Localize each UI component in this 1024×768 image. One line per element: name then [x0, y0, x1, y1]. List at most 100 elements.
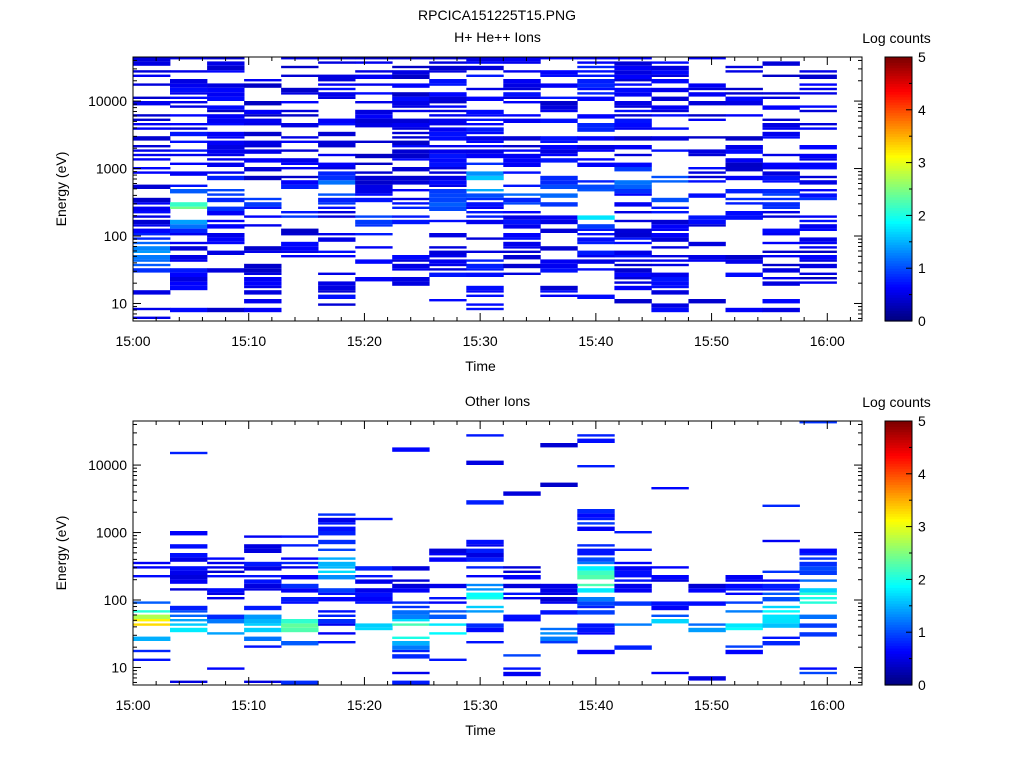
- heatmap-cell: [725, 583, 763, 589]
- heatmap-cell: [281, 57, 319, 60]
- heatmap-cell: [429, 79, 467, 84]
- heatmap-cell: [281, 641, 319, 646]
- heatmap-cell: [355, 588, 393, 593]
- heatmap-cell: [688, 193, 726, 198]
- heatmap-cell: [688, 118, 726, 121]
- heatmap-cell: [614, 87, 652, 93]
- heatmap-cell: [318, 87, 356, 91]
- heatmap-cell: [762, 127, 800, 130]
- heatmap-cell: [207, 667, 245, 670]
- heatmap-cell: [688, 149, 726, 154]
- heatmap-cell: [318, 619, 356, 624]
- heatmap-cell: [651, 619, 689, 624]
- heatmap-cell: [429, 553, 467, 556]
- heatmap-cell: [207, 149, 245, 154]
- heatmap-cell: [133, 57, 171, 62]
- heatmap-cell: [244, 588, 282, 591]
- heatmap-cell: [281, 175, 319, 179]
- heatmap-cell: [466, 263, 504, 269]
- colorbar-label: Log counts: [862, 30, 931, 46]
- heatmap-cell: [281, 680, 319, 685]
- heatmap-cell: [244, 307, 282, 313]
- heatmap-cell: [133, 658, 171, 661]
- heatmap-cell: [577, 438, 615, 443]
- heatmap-cell: [318, 92, 356, 97]
- heatmap-cell: [429, 145, 467, 148]
- heatmap-cell: [762, 61, 800, 66]
- heatmap-cell: [429, 65, 467, 71]
- y-tick-label: 100: [104, 228, 128, 244]
- heatmap-cell: [614, 61, 652, 66]
- heatmap-cell: [651, 487, 689, 490]
- heatmap-cell: [429, 597, 467, 600]
- heatmap-cell: [392, 619, 430, 622]
- heatmap-cell: [133, 197, 171, 203]
- heatmap-cell: [244, 224, 282, 227]
- y-axis-label: Energy (eV): [53, 516, 69, 591]
- heatmap-cell: [281, 575, 319, 580]
- heatmap-cell: [466, 566, 504, 569]
- heatmap-cell: [392, 601, 430, 604]
- heatmap-cell: [725, 627, 763, 631]
- heatmap-cell: [614, 250, 652, 255]
- heatmap-cell: [762, 228, 800, 233]
- heatmap-cell: [318, 281, 356, 286]
- heatmap-cell: [355, 627, 393, 631]
- heatmap-cell: [281, 557, 319, 560]
- heatmap-cell: [688, 92, 726, 97]
- heatmap-cell: [577, 255, 615, 258]
- heatmap-cell: [133, 649, 171, 653]
- heatmap-cell: [392, 641, 430, 646]
- heatmap-cell: [133, 224, 171, 227]
- heatmap-cell: [577, 601, 615, 606]
- heatmap-cell: [799, 566, 837, 571]
- heatmap-cell: [799, 219, 837, 223]
- colorbar-tick-label: 2: [918, 207, 926, 223]
- heatmap-cell: [281, 250, 319, 253]
- heatmap-cell: [170, 206, 208, 209]
- heatmap-cell: [170, 189, 208, 194]
- heatmap-cell: [466, 131, 504, 135]
- heatmap-cell: [318, 233, 356, 236]
- heatmap-cell: [540, 290, 578, 293]
- heatmap-cell: [429, 92, 467, 97]
- colorbar-tick-label: 0: [918, 677, 926, 693]
- heatmap-cell: [466, 162, 504, 165]
- heatmap-cell: [651, 290, 689, 295]
- heatmap-cell: [318, 140, 356, 145]
- colorbar-tick-label: 0: [918, 313, 926, 329]
- colorbar-label: Log counts: [862, 394, 931, 410]
- heatmap-cell: [725, 65, 763, 69]
- heatmap-cell: [762, 583, 800, 589]
- heatmap-cell: [429, 123, 467, 126]
- heatmap-cell: [170, 553, 208, 558]
- heatmap-cell: [244, 645, 282, 648]
- heatmap-cell: [429, 114, 467, 117]
- heatmap-cell: [244, 281, 282, 286]
- heatmap-cell: [244, 605, 282, 611]
- heatmap-cell: [466, 171, 504, 176]
- x-axis-label: Time: [465, 722, 496, 738]
- heatmap-cell: [762, 180, 800, 183]
- heatmap-cell: [577, 184, 615, 189]
- heatmap-cell: [725, 136, 763, 141]
- heatmap-cell: [392, 105, 430, 108]
- heatmap-cells: [133, 421, 837, 685]
- x-tick-label: 15:30: [463, 697, 498, 713]
- heatmap-cell: [577, 627, 615, 633]
- heatmap-cell: [577, 583, 615, 587]
- heatmap-cell: [429, 57, 467, 60]
- colorbar-tick-label: 1: [918, 260, 926, 276]
- heatmap-cell: [614, 281, 652, 284]
- x-tick-label: 15:50: [694, 333, 729, 349]
- heatmap-cell: [244, 535, 282, 538]
- heatmap-cell: [318, 180, 356, 185]
- heatmap-cell: [688, 676, 726, 681]
- heatmap-cell: [503, 83, 541, 88]
- heatmap-cell: [318, 539, 356, 545]
- heatmap-cell: [799, 263, 837, 269]
- heatmap-cell: [466, 597, 504, 600]
- heatmap-cell: [503, 197, 541, 203]
- heatmap-cell: [799, 215, 837, 218]
- heatmap-cell: [281, 101, 319, 104]
